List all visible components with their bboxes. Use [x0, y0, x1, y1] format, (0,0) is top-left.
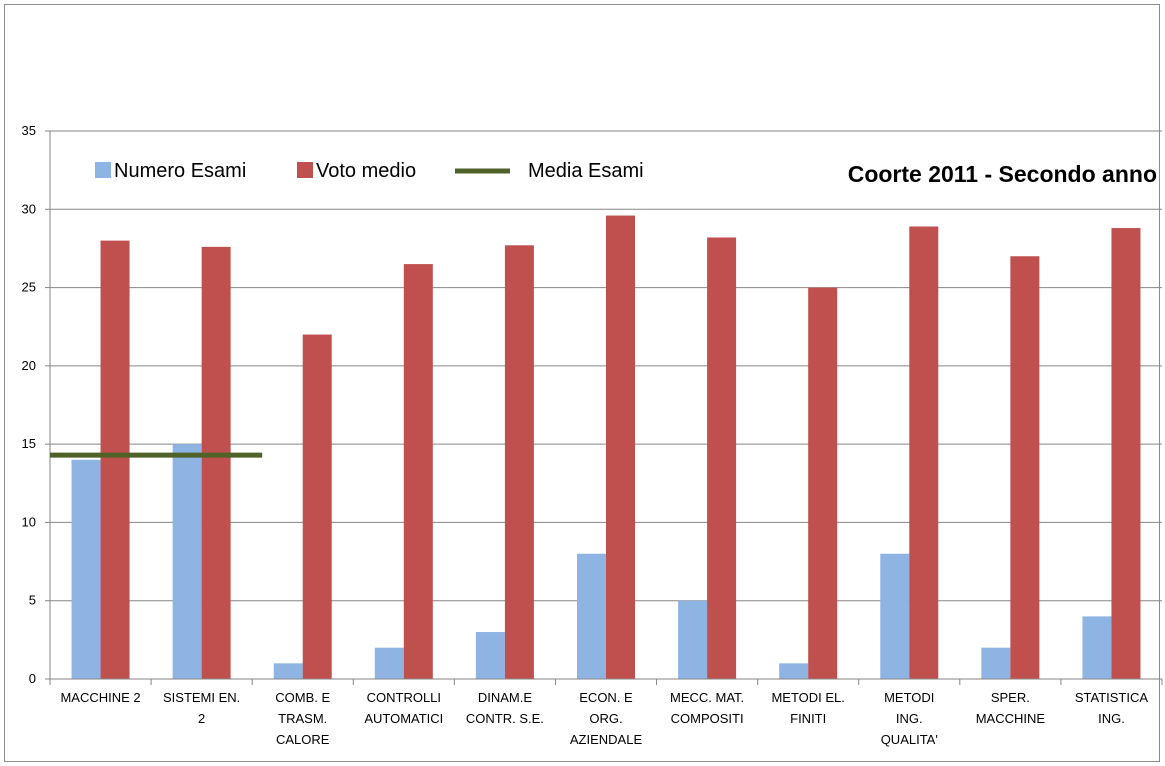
legend-swatch-numero-esami	[95, 162, 111, 178]
x-tick-label: SPER. MACCHINE	[976, 690, 1046, 726]
y-tick-labels: 0 5 10 15 20 25 30 35	[22, 123, 36, 686]
bar-voto-medio	[1010, 256, 1040, 679]
y-tick-label: 35	[22, 123, 36, 138]
bar-numero-esami	[1082, 616, 1112, 679]
axes	[49, 131, 1163, 685]
bar-voto-medio	[100, 240, 130, 679]
x-tick-label: DINAM.E CONTR. S.E.	[466, 690, 544, 726]
bar-voto-medio	[808, 287, 838, 679]
bar-numero-esami	[374, 647, 404, 679]
x-tick-label: METODI ING. QUALITA'	[881, 690, 938, 747]
x-tick-label: MACCHINE 2	[60, 690, 140, 705]
bar-numero-esami	[577, 553, 606, 679]
x-tick-label: STATISTICA ING.	[1075, 690, 1149, 726]
legend-label-media-esami: Media Esami	[528, 160, 644, 182]
legend-label-voto-medio: Voto medio	[316, 160, 416, 182]
legend-swatch-voto-medio	[297, 162, 313, 178]
x-tick-label: CONTROLLI AUTOMATICI	[364, 690, 443, 726]
x-tick-label: MECC. MAT. COMPOSITI	[670, 690, 744, 726]
bar-numero-esami	[273, 663, 303, 679]
x-tick-labels: MACCHINE 2 SISTEMI EN. 2 COMB. E TRASM. CALOR…	[60, 690, 1148, 747]
y-tick-label: 15	[22, 436, 36, 451]
bar-voto-medio	[302, 334, 332, 679]
y-tick-label: 20	[22, 358, 36, 373]
bar-voto-medio	[201, 246, 231, 679]
bar-numero-esami	[71, 459, 101, 679]
y-tick-label: 25	[22, 280, 36, 295]
bar-voto-medio	[403, 264, 433, 679]
bar-numero-esami	[678, 600, 708, 679]
y-tick-label: 10	[22, 514, 36, 529]
bar-numero-esami	[475, 632, 505, 679]
bar-numero-esami	[880, 553, 910, 679]
legend-label-numero-esami: Numero Esami	[114, 160, 246, 182]
bar-voto-medio	[1111, 228, 1141, 679]
y-tick-label: 5	[29, 593, 36, 608]
bar-numero-esami	[172, 444, 202, 679]
bar-voto-medio	[909, 226, 939, 679]
legend: Numero Esami Voto medio Media Esami	[95, 160, 644, 182]
bars	[71, 215, 1141, 679]
bar-numero-esami	[779, 663, 809, 679]
x-tick-label: SISTEMI EN. 2	[163, 690, 240, 726]
x-tick-label: METODI EL. FINITI	[771, 690, 844, 726]
x-tick-label: ECON. E ORG. AZIENDALE	[570, 690, 643, 747]
bar-voto-medio	[504, 245, 534, 679]
bar-voto-medio	[606, 215, 635, 679]
bar-voto-medio	[707, 237, 737, 679]
chart-title: Coorte 2011 - Secondo anno	[848, 161, 1157, 187]
x-tick-label: COMB. E TRASM. CALORE	[275, 690, 330, 747]
bar-numero-esami	[981, 647, 1011, 679]
y-tick-label: 0	[29, 671, 36, 686]
y-tick-label: 30	[22, 201, 36, 216]
